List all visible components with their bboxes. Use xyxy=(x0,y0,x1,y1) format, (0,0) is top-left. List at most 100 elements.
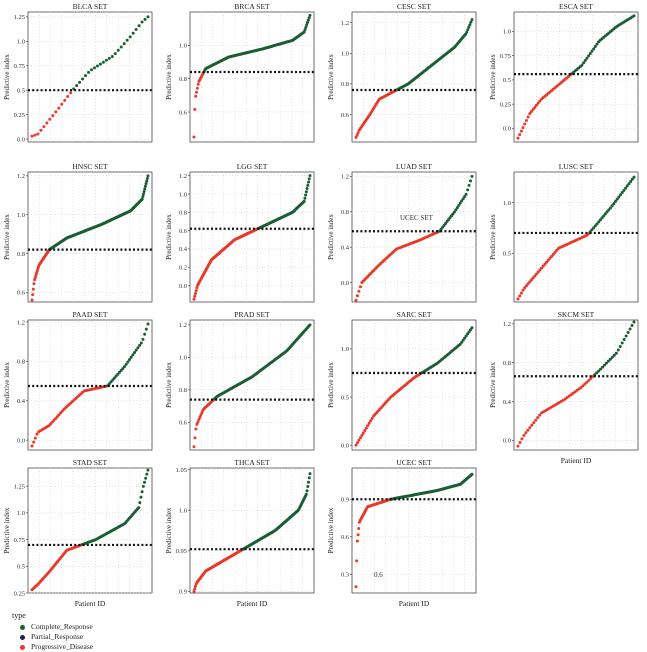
data-point xyxy=(599,367,603,371)
y-tick-label: 0.8 xyxy=(179,210,187,217)
data-point xyxy=(590,49,594,53)
y-tick-label: 0.5 xyxy=(17,564,25,571)
data-point xyxy=(366,424,370,428)
data-point xyxy=(470,174,474,178)
y-tick-label: 0.6 xyxy=(17,290,26,297)
data-point xyxy=(307,480,311,484)
legend-label: Complete_Response xyxy=(31,622,93,631)
data-point xyxy=(307,180,311,184)
y-axis-label: Predictive index xyxy=(489,362,497,408)
data-point xyxy=(306,183,310,187)
data-point xyxy=(595,371,599,375)
data-point xyxy=(197,418,201,422)
data-point xyxy=(518,133,522,137)
data-point xyxy=(48,117,52,121)
data-point xyxy=(69,91,73,95)
legend: type Complete_Response Partial_Response … xyxy=(12,611,93,652)
data-point xyxy=(627,182,631,186)
data-point xyxy=(122,42,126,46)
data-point xyxy=(195,422,199,426)
data-point xyxy=(518,441,522,445)
data-point xyxy=(95,64,99,68)
data-point xyxy=(192,445,196,449)
data-point xyxy=(598,218,602,222)
data-point xyxy=(534,103,538,107)
y-tick-label: 0.0 xyxy=(341,442,349,449)
data-point xyxy=(610,355,614,359)
y-axis-label: Predictive index xyxy=(327,507,335,553)
data-point xyxy=(541,264,545,268)
panel-paad-set: PAAD SET 0.0 0.4 0.8 1.2 Predictive index xyxy=(3,310,153,451)
y-tick-label: 0.75 xyxy=(14,537,25,544)
data-point xyxy=(195,90,199,94)
panel-cesc-set: CESC SET 0.6 0.8 1.0 1.2 Predictive index xyxy=(327,2,477,143)
data-point xyxy=(585,380,589,384)
data-point xyxy=(548,256,552,260)
data-point xyxy=(463,336,467,340)
data-point xyxy=(143,187,147,191)
data-point xyxy=(143,332,147,336)
data-point xyxy=(143,17,147,21)
data-point xyxy=(614,351,618,355)
data-point xyxy=(110,55,114,59)
data-point xyxy=(198,415,202,419)
y-tick-label: 0.8 xyxy=(17,251,25,258)
panel-annotation: UCEC SET xyxy=(400,214,434,222)
data-point xyxy=(595,222,599,226)
data-point xyxy=(141,484,145,488)
x-axis-label: Patient ID xyxy=(561,456,592,465)
data-point xyxy=(526,115,530,119)
data-point xyxy=(590,228,594,232)
y-tick-label: 1.0 xyxy=(341,51,349,58)
data-point xyxy=(356,533,360,537)
data-point xyxy=(603,363,607,367)
data-point xyxy=(524,431,528,435)
data-point xyxy=(550,254,554,258)
y-axis-label: Predictive index xyxy=(327,214,335,260)
data-point xyxy=(602,214,606,218)
y-axis-label: Predictive index xyxy=(489,214,497,260)
panel-frame xyxy=(513,171,639,303)
data-point xyxy=(630,323,634,327)
y-tick-label: 0.5 xyxy=(503,77,511,84)
data-point xyxy=(526,282,530,286)
panel-frame xyxy=(189,171,315,303)
panel-frame xyxy=(189,11,315,143)
data-point xyxy=(608,357,612,361)
panel-skcm-set: SKCM SET 0.0 0.4 0.8 1.2 Predictive index Pati… xyxy=(489,310,639,465)
data-point xyxy=(140,197,144,201)
panel-frame xyxy=(351,319,477,451)
data-point xyxy=(145,179,149,183)
panel-thca-set: THCA SET 0.9 0.95 1.0 1.05 Predictive index Pa… xyxy=(165,458,315,608)
data-point xyxy=(467,25,471,29)
data-point xyxy=(128,358,132,362)
y-tick-label: 0.5 xyxy=(503,251,511,258)
data-point xyxy=(122,365,126,369)
data-point xyxy=(607,208,611,212)
y-tick-label: 0.8 xyxy=(17,359,25,366)
data-point xyxy=(522,433,526,437)
data-point xyxy=(470,326,474,330)
data-point xyxy=(305,21,309,25)
panel-blca-set: BLCA SET 0.0 0.25 0.5 0.75 1.0 1.25 Predictive … xyxy=(3,2,153,143)
panel-title: BLCA SET xyxy=(73,2,108,11)
data-point xyxy=(134,27,138,31)
data-point xyxy=(125,38,129,42)
panel-title: UCEC SET xyxy=(396,458,432,467)
data-point xyxy=(136,346,140,350)
data-point xyxy=(196,82,200,86)
data-point xyxy=(536,270,540,274)
data-point xyxy=(33,436,37,440)
data-point xyxy=(138,501,142,505)
panel-title: SKCM SET xyxy=(558,310,595,319)
data-point xyxy=(307,476,311,480)
data-point xyxy=(518,294,522,298)
data-point xyxy=(532,421,536,425)
data-point xyxy=(581,384,585,388)
y-axis-label: Predictive index xyxy=(3,362,11,408)
data-point xyxy=(129,355,133,359)
y-tick-label: 1.2 xyxy=(17,173,25,180)
data-point xyxy=(464,192,468,196)
data-point xyxy=(521,288,525,292)
